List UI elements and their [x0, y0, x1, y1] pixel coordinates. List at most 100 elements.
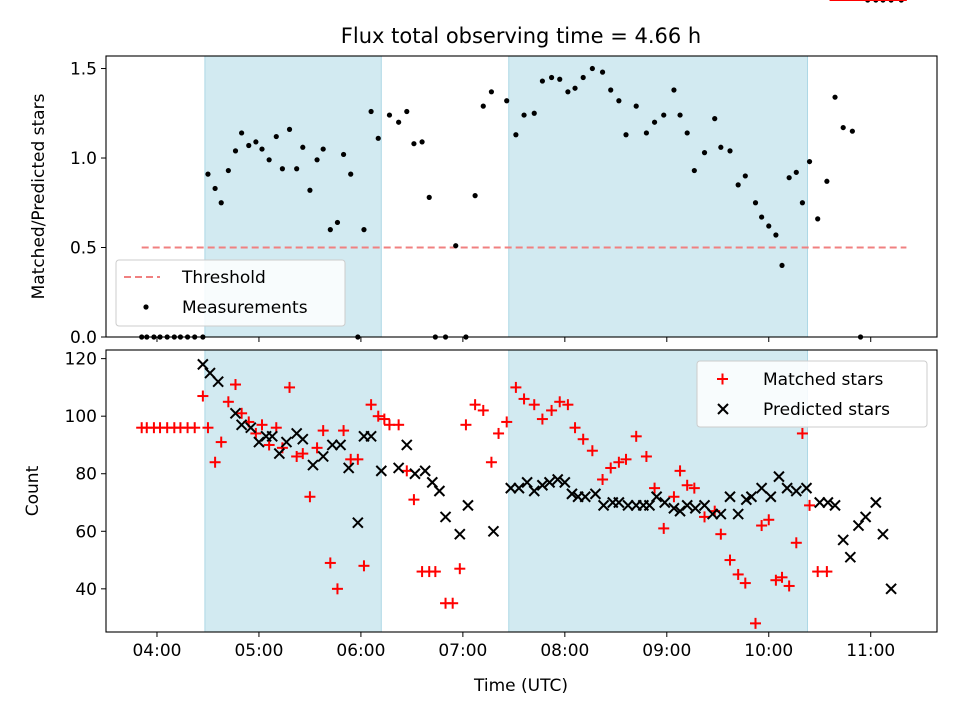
measurements-point: [786, 175, 792, 181]
matched-stars-point: [493, 427, 505, 439]
matched-stars-point: [189, 422, 201, 434]
predicted-stars-point: [579, 491, 591, 503]
matched-stars-point: [790, 537, 802, 549]
predicted-stars-point: [755, 482, 768, 494]
x-tick-label: 10:00: [744, 641, 793, 661]
y-tick-label: 0.0: [70, 328, 97, 348]
predicted-stars-point: [852, 519, 865, 532]
measurements-point: [677, 112, 683, 118]
predicted-stars-point: [668, 502, 680, 514]
predicted-stars-point: [650, 491, 663, 503]
measurements-point: [375, 135, 381, 141]
matched-stars-point: [586, 445, 598, 457]
measurements-point: [548, 74, 555, 81]
measurements-point: [246, 142, 252, 149]
matched-stars-legend-marker: [717, 373, 728, 385]
matched-stars-point: [393, 419, 405, 431]
matched-stars-point: [297, 448, 309, 460]
matched-stars-point: [229, 379, 241, 391]
measurements-point: [320, 146, 326, 152]
matched-stars-point: [358, 560, 370, 572]
predicted-stars-point: [280, 436, 293, 448]
measurements-point: [608, 87, 614, 93]
predicted-stars-point: [551, 473, 564, 486]
matched-stars-point: [518, 393, 530, 405]
measurements-point: [735, 182, 741, 188]
predicted-stars-point: [352, 516, 364, 529]
measurements-point: [480, 103, 486, 109]
measurements-point: [684, 130, 690, 136]
measurements-point: [521, 112, 527, 118]
predicted-stars-point: [715, 508, 727, 520]
measurements-point: [488, 89, 495, 95]
matched-stars-point: [215, 436, 227, 448]
matched-stars-point: [812, 566, 824, 578]
measurements-point: [279, 166, 285, 172]
predicted-stars-point: [197, 358, 209, 371]
measurements-legend-marker: [143, 304, 149, 310]
y-tick-label: 100: [65, 407, 97, 427]
predicted-stars-point: [706, 508, 719, 520]
shaded-interval-1: [204, 349, 382, 633]
x-tick-label: 05:00: [234, 641, 283, 661]
predicted-stars-point: [505, 482, 517, 494]
matched-stars-point: [649, 482, 661, 494]
matched-stars-point: [383, 419, 395, 431]
matched-stars-point: [554, 396, 566, 408]
chart-title: Flux total observing time = 4.66 h: [341, 24, 701, 48]
y-tick-label: 1.0: [70, 149, 97, 169]
predicted-stars-point: [419, 465, 431, 477]
predicted-stars-point: [317, 450, 329, 463]
x-tick-label: 09:00: [642, 641, 691, 661]
counts-panel-y-label: Count: [23, 465, 43, 516]
predicted-stars-point: [307, 459, 319, 471]
matched-stars-point: [605, 462, 617, 474]
measurements-point: [386, 112, 393, 118]
measurements-point: [752, 200, 759, 206]
predicted-stars-point: [765, 491, 777, 503]
predicted-stars-point: [790, 485, 802, 497]
measurements-point: [840, 124, 846, 131]
matched-stars-point: [776, 571, 788, 583]
predicted-stars-point: [566, 488, 578, 500]
counts-panel: 40 60 80 100 120 04:00 05:00 06:00 07:00 08:00 09:…: [23, 0, 938, 661]
matched-stars-point: [331, 583, 343, 595]
matched-stars-point: [688, 482, 700, 494]
measurements-point: [253, 139, 259, 145]
measurements-point: [779, 262, 785, 269]
measurements-point: [426, 194, 432, 200]
y-tick-label: 0.5: [70, 239, 97, 259]
matched-stars-point: [763, 514, 775, 526]
predicted-stars-point: [885, 583, 897, 595]
predicted-stars-point: [334, 439, 347, 451]
matched-stars-point: [408, 494, 420, 506]
matched-stars-point: [620, 453, 632, 465]
matched-stars-point: [429, 566, 441, 578]
measurements-point: [513, 132, 519, 138]
predicted-stars-point: [521, 476, 533, 489]
predicted-stars-point: [622, 499, 634, 512]
predicted-stars-point: [426, 476, 438, 489]
matched-stars-point: [324, 557, 336, 569]
predicted-stars-point: [800, 482, 813, 494]
threshold-legend-label: Threshold: [181, 268, 266, 288]
measurements-point: [273, 133, 279, 140]
predicted-stars-point: [392, 462, 405, 474]
measurements-point: [300, 144, 306, 150]
measurements-point: [616, 98, 622, 104]
predicted-stars-point: [659, 496, 671, 509]
measurements-point: [232, 148, 239, 154]
measurements-point: [396, 119, 402, 125]
predicted-stars-point: [235, 419, 248, 431]
matched-stars-point: [197, 390, 209, 402]
matched-stars-point: [256, 419, 268, 431]
measurements-point: [239, 130, 245, 136]
measurements-point: [404, 108, 410, 115]
matched-stars-point: [528, 399, 540, 411]
measurements-point: [759, 214, 765, 220]
x-tick-label: 04:00: [132, 641, 181, 661]
predicted-stars-point: [513, 482, 525, 494]
measurements-point: [572, 85, 578, 91]
counts-panel-frame: [105, 349, 938, 633]
